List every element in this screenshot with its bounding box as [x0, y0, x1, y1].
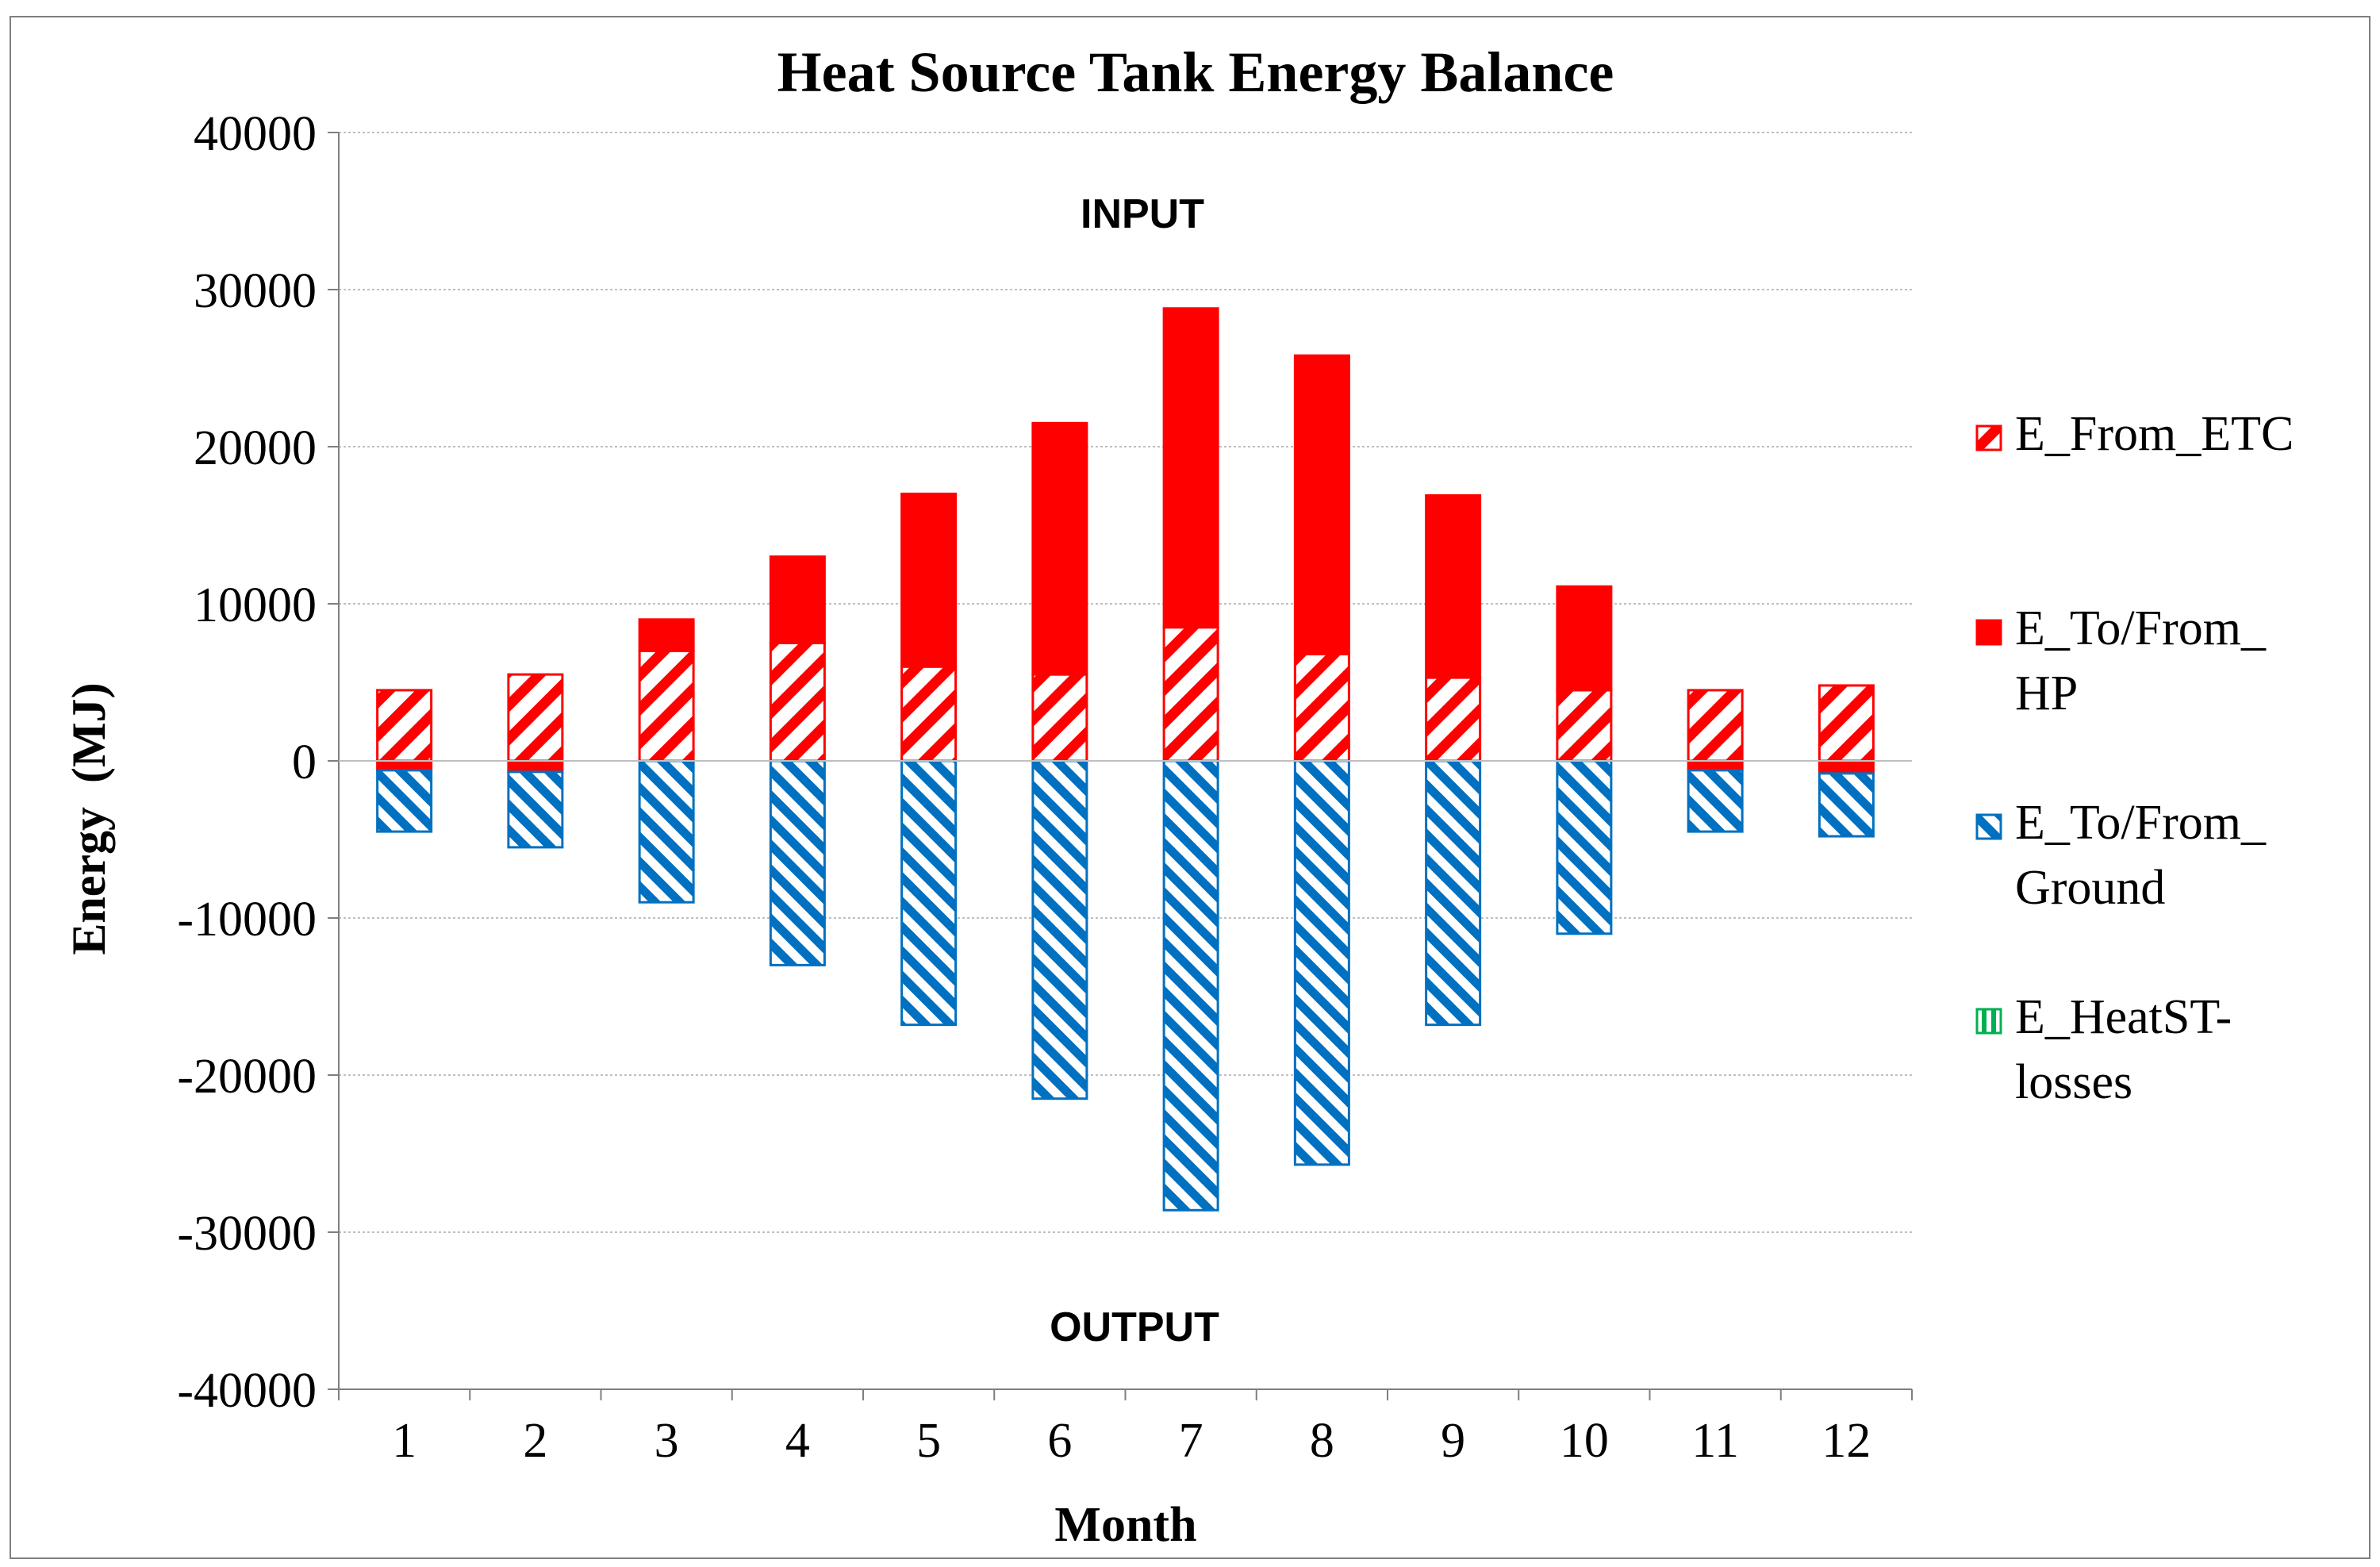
bar-segment — [900, 665, 958, 762]
bar-segment — [769, 642, 826, 762]
x-tick-label: 7 — [1179, 1414, 1203, 1468]
bar-segment — [1162, 759, 1219, 1212]
y-tick-label: 20000 — [194, 421, 317, 475]
x-tick-label: 8 — [1310, 1414, 1334, 1468]
legend-label: Ground — [2015, 861, 2165, 915]
bar-segment — [376, 689, 433, 762]
bar-segment — [1687, 759, 1744, 772]
legend: E_From_ETC E_To/From_ HP E_To/From_ Ground E_… — [1975, 407, 2294, 1109]
x-tick-label: 2 — [523, 1414, 547, 1468]
input-annotation: INPUT — [1081, 191, 1204, 237]
y-tick-label: -20000 — [177, 1050, 317, 1104]
legend-swatch — [1975, 1008, 2002, 1035]
y-tick-label: 10000 — [194, 578, 317, 632]
gridlines — [339, 132, 1912, 1390]
output-annotation: OUTPUT — [1050, 1304, 1219, 1350]
legend-label: losses — [2015, 1055, 2132, 1109]
x-tick-label: 1 — [392, 1414, 416, 1468]
bar-segment — [1687, 769, 1744, 833]
bar-segment — [1818, 772, 1875, 838]
x-tick-label: 12 — [1821, 1414, 1871, 1468]
bar-segment — [507, 759, 564, 774]
legend-swatch — [1975, 619, 2002, 646]
bar-segment — [1293, 354, 1350, 655]
bar-segment — [1818, 684, 1875, 762]
x-tick-label: 6 — [1047, 1414, 1072, 1468]
y-tick-label: 30000 — [194, 264, 317, 318]
axes-layer: 40000 30000 20000 10000 0 -10000 -20000 -30000 -… — [177, 107, 1913, 1468]
bar-segment — [1031, 673, 1088, 762]
y-tick-label: 40000 — [194, 107, 317, 161]
bar-segment — [1162, 307, 1219, 629]
bar-segment — [507, 673, 564, 762]
chart-frame: Heat Source Tank Energy Balance 40000 300… — [10, 16, 2370, 1559]
bar-segment — [1425, 494, 1482, 679]
chart-title: Heat Source Tank Energy Balance — [777, 40, 1614, 104]
bar-segment — [638, 649, 695, 762]
bar-segment — [376, 759, 433, 772]
y-tick-label: 0 — [292, 735, 317, 789]
bar-segment — [1162, 626, 1219, 762]
legend-swatch — [1975, 813, 2002, 840]
bars-layer — [376, 307, 1875, 1212]
bar-segment — [1425, 759, 1482, 1027]
bar-segment — [769, 759, 826, 966]
legend-label: E_HeatST- — [2015, 990, 2232, 1044]
y-tick-label: -30000 — [177, 1207, 317, 1261]
bar-segment — [1293, 652, 1350, 762]
bar-segment — [376, 769, 433, 833]
bar-segment — [900, 492, 958, 668]
x-tick-label: 9 — [1441, 1414, 1465, 1468]
legend-swatch — [1975, 424, 2002, 451]
bar-segment — [769, 555, 826, 644]
legend-label: HP — [2015, 666, 2078, 720]
bar-segment — [1687, 689, 1744, 762]
bar-segment — [1031, 421, 1088, 676]
x-tick-label: 10 — [1560, 1414, 1609, 1468]
x-tick-label: 3 — [654, 1414, 679, 1468]
bar-segment — [1556, 689, 1613, 762]
bar-segment — [638, 618, 695, 652]
legend-label: E_To/From_ — [2015, 796, 2267, 850]
x-tick-label: 5 — [916, 1414, 941, 1468]
x-tick-label: 11 — [1691, 1414, 1739, 1468]
legend-label: E_To/From_ — [2015, 601, 2267, 655]
bar-segment — [507, 770, 564, 849]
energy-balance-chart: Heat Source Tank Energy Balance 40000 300… — [63, 40, 2294, 1552]
bar-segment — [1556, 759, 1613, 935]
bar-segment — [1556, 585, 1613, 692]
bar-segment — [638, 759, 695, 904]
x-axis-label: Month — [1054, 1498, 1196, 1552]
bar-segment — [900, 759, 958, 1027]
bar-segment — [1293, 759, 1350, 1166]
y-tick-label: -40000 — [177, 1364, 317, 1418]
y-axis-label: Energy (MJ) — [63, 682, 115, 954]
y-tick-label: -10000 — [177, 893, 317, 947]
x-tick-label: 4 — [785, 1414, 810, 1468]
bar-segment — [1031, 759, 1088, 1100]
bar-segment — [1818, 759, 1875, 775]
bar-segment — [1425, 676, 1482, 762]
legend-label: E_From_ETC — [2015, 407, 2294, 461]
